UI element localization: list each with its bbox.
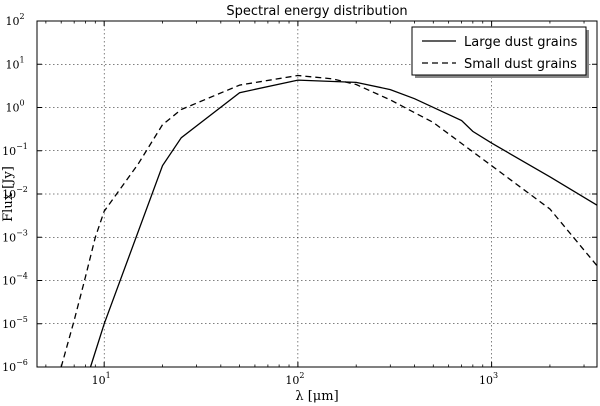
y-tick-label: 10−1 — [2, 142, 28, 158]
y-tick-label: 10−4 — [2, 272, 28, 288]
y-tick-label: 10−3 — [2, 228, 28, 244]
x-tick-label: 102 — [285, 371, 304, 387]
legend-label: Large dust grains — [464, 35, 578, 50]
y-tick-label: 101 — [5, 55, 24, 71]
tick-labels: 101 102 103 10−6 10−5 10−4 10−3 10−2 10−1 100 101 1… — [2, 12, 498, 387]
x-tick-label: 101 — [92, 371, 111, 387]
legend-label: Small dust grains — [464, 57, 577, 72]
tick-marks — [37, 20, 597, 368]
y-axis-label: Flux [Jy] — [1, 166, 16, 222]
y-tick-label: 100 — [5, 99, 24, 115]
legend: Large dust grains Small dust grains — [411, 26, 589, 78]
y-tick-label: 102 — [5, 12, 24, 28]
legend-box — [411, 26, 587, 76]
series-line-large-grains — [89, 79, 598, 368]
series-line-small-grains — [60, 74, 598, 368]
x-axis-label: λ [μm] — [295, 389, 338, 404]
y-tick-label: 10−5 — [2, 315, 28, 331]
grid-lines — [37, 21, 597, 367]
chart-title: Spectral energy distribution — [226, 4, 407, 19]
x-tick-label: 103 — [479, 371, 498, 387]
y-tick-label: 10−2 — [2, 185, 28, 201]
series-lines — [60, 74, 598, 368]
y-tick-label: 10−6 — [2, 358, 28, 374]
